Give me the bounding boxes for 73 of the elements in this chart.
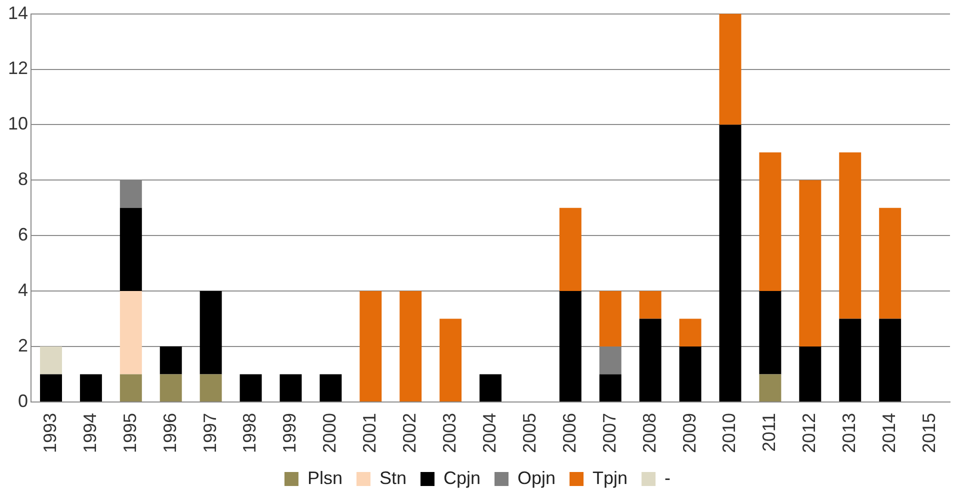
- bar: [120, 208, 142, 292]
- bar: [559, 208, 582, 292]
- y-tick-label: 14: [8, 2, 28, 23]
- x-tick-label: 2007: [599, 412, 620, 454]
- bar: [639, 318, 662, 402]
- bar: [320, 374, 342, 402]
- x-tick-label: 1995: [120, 412, 140, 454]
- y-tick-label: 4: [18, 280, 28, 300]
- legend-label: Tpjn: [592, 468, 628, 488]
- x-tick-label: 1997: [200, 412, 220, 454]
- bar: [240, 374, 262, 402]
- bar: [639, 291, 662, 319]
- bar: [200, 374, 222, 402]
- bar: [679, 318, 702, 347]
- bar: [759, 374, 782, 402]
- x-tick-label: 2001: [360, 412, 380, 454]
- bar: [120, 291, 142, 374]
- bar: [440, 318, 462, 402]
- y-tick-label: 8: [18, 169, 28, 190]
- y-tick-label: 0: [18, 390, 28, 411]
- y-tick-label: 10: [8, 114, 28, 134]
- x-tick-label: 2013: [839, 412, 860, 454]
- legend-label: Opjn: [518, 468, 556, 488]
- x-tick-label: 2002: [400, 412, 420, 454]
- x-tick-label: 1993: [40, 412, 60, 454]
- y-tick-label: 2: [18, 335, 28, 356]
- bar: [879, 208, 902, 319]
- bar: [160, 374, 182, 402]
- bar: [719, 124, 742, 402]
- bar: [40, 374, 62, 402]
- legend-label: -: [664, 468, 671, 488]
- y-tick-label: 6: [18, 224, 28, 245]
- x-tick-label: 2010: [719, 412, 740, 454]
- legend-label: Plsn: [307, 468, 342, 488]
- x-tick-label: 2003: [440, 412, 460, 454]
- bar: [599, 291, 622, 347]
- x-tick-label: 2012: [799, 412, 820, 454]
- bar: [799, 180, 822, 347]
- bar: [679, 346, 702, 402]
- bar: [599, 374, 622, 402]
- x-tick-label: 2004: [479, 412, 500, 454]
- x-tick-label: 2014: [879, 412, 900, 454]
- bar: [719, 14, 742, 125]
- legend-label: Cpjn: [443, 468, 481, 488]
- x-tick-label: 1998: [240, 412, 260, 454]
- bar: [839, 318, 862, 402]
- bar: [360, 291, 382, 402]
- x-tick-label: 2009: [679, 412, 700, 454]
- x-tick-label: 2000: [320, 412, 340, 454]
- x-tick-label: 2015: [918, 412, 939, 454]
- bar: [280, 374, 302, 402]
- bar: [559, 291, 582, 402]
- bar: [200, 291, 222, 374]
- legend-label: Stn: [379, 468, 407, 488]
- x-tick-label: 2006: [559, 412, 580, 454]
- bar: [120, 374, 142, 402]
- bar: [160, 346, 182, 374]
- x-tick-label: 2005: [519, 412, 540, 454]
- bar: [759, 291, 782, 374]
- y-tick-label: 12: [8, 58, 28, 78]
- x-tick-label: 2008: [639, 412, 660, 454]
- x-tick-label: 1999: [280, 412, 300, 454]
- bar: [759, 152, 782, 292]
- bar: [40, 346, 62, 374]
- x-tick-label: 1994: [80, 412, 100, 454]
- bar: [80, 374, 102, 402]
- bar: [799, 346, 822, 402]
- bar: [400, 291, 422, 402]
- x-tick-label: 1996: [160, 412, 180, 454]
- bar: [839, 152, 862, 319]
- bar: [480, 374, 502, 402]
- x-tick-label: 2011: [759, 412, 780, 452]
- bar: [879, 318, 902, 402]
